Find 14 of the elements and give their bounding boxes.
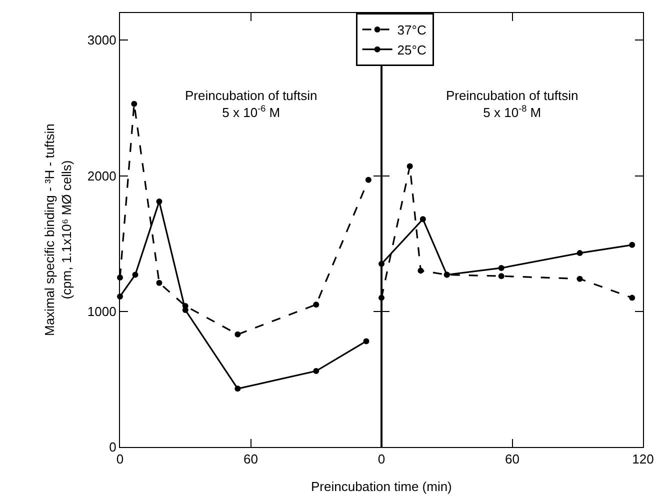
y-tick-label: 3000 xyxy=(87,32,116,48)
annotation: Preincubation of tuftsin 5 x 10$^{-6}$ M xyxy=(185,88,318,120)
annotation: Preincubation of tuftsin 5 x 10$^{-8}$ M xyxy=(446,88,578,120)
y-tick-label: 2000 xyxy=(87,168,116,184)
legend-label: 37°C xyxy=(397,22,426,38)
x-axis-title: Preincubation time (min) xyxy=(311,479,452,494)
y-axis-title: Maximal specific binding - ³H - tuftsin (cpm, 1.1x10⁶ MØ cells) xyxy=(42,124,74,336)
x-tick-label: 0 xyxy=(378,452,386,467)
legend-label: 25°C xyxy=(397,42,426,58)
y-tick-label: 0 xyxy=(109,440,116,455)
x-tick-label: 60 xyxy=(505,452,520,467)
x-tick-label: 60 xyxy=(244,452,258,467)
y-tick-label: 1000 xyxy=(87,304,116,319)
x-tick-label: 120 xyxy=(632,452,654,467)
